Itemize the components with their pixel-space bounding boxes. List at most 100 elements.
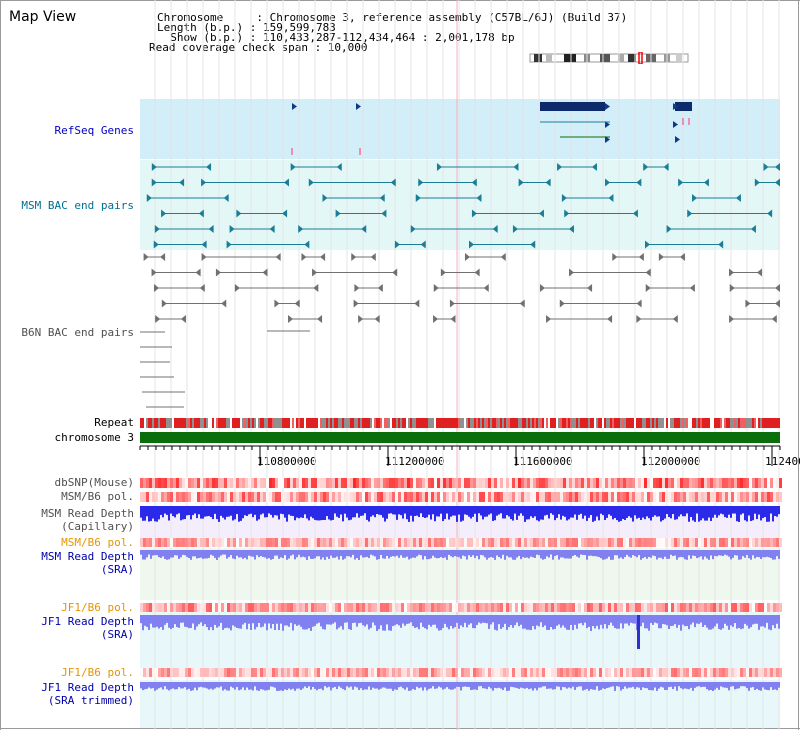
polymorphism-cell — [518, 603, 521, 612]
polymorphism-cell — [302, 668, 305, 677]
polymorphism-cell — [416, 538, 419, 547]
repeat-segment — [652, 418, 654, 428]
polymorphism-cell — [545, 538, 548, 547]
msm-sra-depth-bar — [698, 550, 700, 558]
msm-sra-depth-bar — [270, 550, 272, 560]
track-label-refseq[interactable]: RefSeq Genes — [54, 124, 134, 137]
polymorphism-cell — [503, 492, 506, 502]
jf1-depth-bar — [618, 615, 620, 629]
polymorphism-cell — [218, 478, 221, 488]
polymorphism-cell — [353, 538, 356, 547]
repeat-segment — [260, 418, 262, 428]
polymorphism-cell — [476, 603, 479, 612]
jf1-trimmed-depth-bar — [342, 682, 344, 690]
track-label-jf1-b6-pol[interactable]: JF1/B6 pol. — [61, 601, 134, 614]
repeat-segment — [574, 418, 576, 428]
polymorphism-cell — [548, 492, 551, 502]
polymorphism-cell — [635, 478, 638, 488]
polymorphism-cell — [620, 668, 623, 677]
polymorphism-cell — [326, 668, 329, 677]
msm-sra-depth-bar — [718, 550, 720, 556]
repeat-segment — [234, 418, 236, 428]
jf1-depth-bar — [766, 615, 768, 623]
msm-sra-depth-bar — [206, 550, 208, 559]
polymorphism-cell — [512, 538, 515, 547]
repeat-segment — [310, 418, 312, 428]
jf1-trimmed-depth-bar — [682, 682, 684, 690]
msm-sra-depth-bar — [180, 550, 182, 558]
polymorphism-cell — [509, 478, 512, 488]
jf1-depth-bar — [702, 615, 704, 627]
msm-capillary-depth-bar — [662, 506, 664, 521]
repeat-segment — [760, 418, 762, 428]
repeat-segment — [414, 418, 416, 428]
jf1-depth-bar — [272, 615, 274, 625]
jf1-depth-bar — [364, 615, 366, 627]
polymorphism-cell — [140, 668, 143, 677]
track-label-jf1-depth[interactable]: JF1 Read Depth — [41, 615, 134, 628]
track-label-b6n-bac[interactable]: B6N BAC end pairs — [21, 326, 134, 339]
polymorphism-cell — [458, 668, 461, 677]
track-label-msm-b6-pol[interactable]: MSM/B6 pol. — [61, 490, 134, 503]
jf1-trimmed-depth-bar — [620, 682, 622, 691]
jf1-trimmed-depth-bar — [710, 682, 712, 691]
msm-capillary-depth-bar — [334, 506, 336, 514]
track-label-msm-b6-pol-2[interactable]: MSM/B6 pol. — [61, 536, 134, 549]
msm-capillary-depth-bar — [774, 506, 776, 516]
track-label-msm-depth-capillary[interactable]: MSM Read Depth — [41, 507, 134, 520]
msm-sra-depth-bar — [494, 550, 496, 560]
msm-capillary-depth-bar — [394, 506, 396, 515]
polymorphism-cell — [350, 668, 353, 677]
polymorphism-cell — [701, 668, 704, 677]
msm-capillary-depth-bar — [198, 506, 200, 515]
jf1-trimmed-depth-bar — [302, 682, 304, 689]
track-label-msm-depth-sra[interactable]: MSM Read Depth — [41, 550, 134, 563]
msm-capillary-depth-bar — [710, 506, 712, 521]
track-label-msm-bac[interactable]: MSM BAC end pairs — [21, 199, 134, 212]
polymorphism-cell — [329, 603, 332, 612]
polymorphism-cell — [692, 603, 695, 612]
jf1-trimmed-depth-bar — [674, 682, 676, 687]
msm-capillary-depth-bar — [676, 506, 678, 520]
jf1-trimmed-depth-bar — [412, 682, 414, 689]
polymorphism-cell — [464, 478, 467, 488]
polymorphism-cell — [539, 603, 542, 612]
msm-capillary-depth-bar — [292, 506, 294, 517]
polymorphism-cell — [746, 603, 749, 612]
polymorphism-cell — [713, 538, 716, 547]
polymorphism-cell — [350, 492, 353, 502]
track-label-jf1-depth-trimmed[interactable]: JF1 Read Depth — [41, 681, 134, 694]
msm-sra-depth-bar — [288, 550, 290, 559]
polymorphism-cell — [623, 603, 626, 612]
msm-sra-depth-bar — [606, 550, 608, 559]
msm-sra-depth-bar — [218, 550, 220, 558]
track-label-dbsnp[interactable]: dbSNP(Mouse) — [54, 476, 134, 489]
polymorphism-cell — [617, 603, 620, 612]
polymorphism-cell — [701, 603, 704, 612]
jf1-depth-bar — [332, 615, 334, 624]
repeat-segment — [470, 418, 472, 428]
polymorphism-cell — [701, 538, 704, 547]
polymorphism-cell — [323, 538, 326, 547]
jf1-depth-bar — [422, 615, 424, 627]
polymorphism-cell — [395, 478, 398, 488]
polymorphism-cell — [482, 668, 485, 677]
msm-capillary-depth-bar — [732, 506, 734, 514]
polymorphism-cell — [377, 668, 380, 677]
jf1-trimmed-depth-bar — [320, 682, 322, 689]
track-label-jf1-b6-pol-2[interactable]: JF1/B6 pol. — [61, 666, 134, 679]
jf1-depth-bar — [388, 615, 390, 631]
repeat-segment — [560, 418, 562, 428]
polymorphism-cell — [524, 538, 527, 547]
repeat-segment — [172, 418, 174, 428]
msm-capillary-depth-bar — [280, 506, 282, 514]
msm-sra-depth-bar — [520, 550, 522, 560]
polymorphism-cell — [209, 478, 212, 488]
jf1-trimmed-depth-bar — [394, 682, 396, 690]
jf1-trimmed-depth-bar — [194, 682, 196, 688]
polymorphism-cell — [776, 492, 779, 502]
msm-sra-depth-bar — [204, 550, 206, 559]
msm-capillary-depth-bar — [402, 506, 404, 519]
jf1-depth-bar — [260, 615, 262, 628]
